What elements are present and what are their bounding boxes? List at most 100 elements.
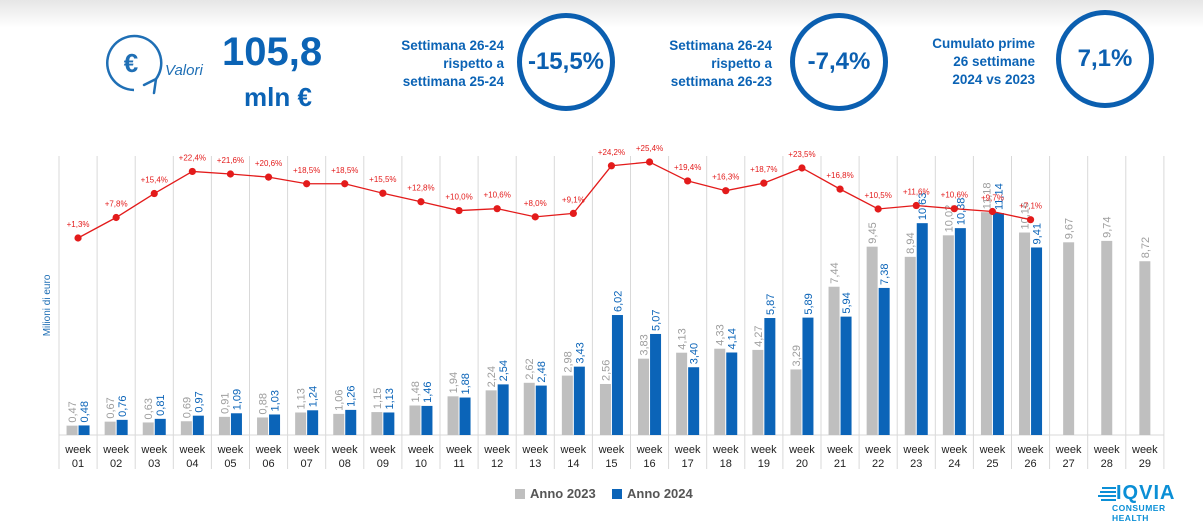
x-tick-label: week [179,444,206,456]
bar-label-2023: 7,44 [829,262,841,283]
legend-label-2024: Anno 2024 [627,486,693,501]
bar-label-2023: 2,98 [562,351,574,372]
growth-label: +12,8% [407,184,434,193]
growth-label: +15,4% [141,176,168,185]
bar-2024 [878,287,890,435]
bar-label-2023: 3,83 [639,334,651,355]
bar-2023 [333,413,345,435]
x-tick-label: 23 [910,458,922,470]
growth-label: +24,2% [598,148,625,157]
x-tick-label: 28 [1101,458,1113,470]
bar-2024 [650,333,662,435]
legend-label-2023: Anno 2023 [530,486,596,501]
bar-label-2023: 4,13 [677,328,689,349]
bar-2024 [192,415,204,435]
x-tick-label: 16 [643,458,655,470]
growth-label: +1,3% [67,220,90,229]
bar-label-2024: 3,40 [689,343,701,364]
x-tick-label: 13 [529,458,541,470]
weekly-sales-chart: Milioni di euro 0,47 0,48 week 01 0,67 0,76 wee… [42,144,1165,470]
growth-label: +19,4% [674,163,701,172]
growth-label: +23,5% [788,150,815,159]
growth-point [569,209,577,218]
bar-label-2023: 0,91 [219,392,231,413]
growth-label: +18,5% [331,166,358,175]
bar-2024 [269,414,281,435]
x-tick-label: 11 [453,458,464,470]
x-tick-label: 22 [872,458,884,470]
bar-label-2023: 0,63 [143,398,155,419]
bar-label-2024: 3,43 [574,342,586,363]
bar-label-2024: 11,14 [993,183,1005,210]
bar-label-2024: 2,48 [536,361,548,382]
growth-point [150,189,158,198]
bar-2023 [561,375,573,435]
growth-label: +18,7% [750,165,777,174]
bar-label-2023: 9,74 [1102,216,1114,237]
x-tick-label: week [979,444,1006,456]
growth-point [188,167,196,176]
growth-point [74,234,82,242]
x-tick-label: week [826,444,853,456]
bar-label-2024: 5,87 [765,294,777,315]
iqvia-stripes-icon [1098,486,1116,501]
bar-label-2023: 2,62 [524,358,536,379]
bar-2023 [866,246,878,435]
svg-text:€: € [124,48,138,78]
growth-point [607,162,616,170]
x-tick-label: week [788,444,815,456]
bar-label-2024: 2,54 [498,360,510,381]
x-tick-label: 17 [682,458,694,470]
growth-label: +22,4% [179,153,206,162]
growth-point [760,179,768,187]
bar-label-2023: 1,48 [410,381,422,402]
bar-2024 [116,419,128,435]
bar-label-2023: 1,13 [296,388,308,409]
y-axis-label: Milioni di euro [42,274,53,336]
bar-2023 [828,286,840,435]
legend-item-2024: Anno 2024 [612,486,693,501]
x-tick-label: week [674,444,701,456]
x-tick-label: 14 [567,458,579,470]
bar-2023 [599,383,611,435]
bar-label-2023: 1,06 [334,389,346,410]
bar-label-2023: 8,72 [1140,237,1152,258]
bar-2023 [714,348,726,435]
x-tick-label: week [445,444,472,456]
x-tick-label: week [483,444,510,456]
x-tick-label: 21 [834,458,846,470]
logo-subtitle: CONSUMER HEALTH [1112,503,1166,523]
x-tick-label: week [331,444,358,456]
legend-swatch-2024 [612,488,622,499]
x-tick-label: week [369,444,396,456]
x-tick-label: 09 [377,458,389,470]
bar-label-2023: 3,29 [791,345,803,366]
x-tick-label: week [750,444,777,456]
growth-label: +7,1% [1019,202,1042,211]
bar-label-2024: 1,24 [308,386,320,407]
bar-2024 [611,315,623,435]
growth-point [1026,216,1035,224]
bar-2023 [942,235,954,435]
x-tick-label: 26 [1024,458,1036,470]
growth-point [684,177,692,185]
x-tick-label: week [293,444,320,456]
growth-label: +10,0% [445,193,472,202]
bar-2024 [230,413,242,435]
kpi-weekly-change-label: Settimana 26-24 rispetto a settimana 25-… [401,38,504,89]
bar-2023 [180,421,192,435]
bar-label-2023: 4,33 [715,324,727,345]
kpi-yoy-week-circle: -7,4% [790,13,888,111]
growth-label: +20,6% [255,159,282,168]
bar-2024 [497,384,509,435]
bar-label-2024: 5,94 [841,292,853,313]
bar-2024 [954,228,966,435]
growth-point [303,180,311,188]
bar-2024 [688,367,700,435]
kpi-yoy-week-label: Settimana 26-24 rispetto a settimana 26-… [669,38,772,89]
bar-2023 [1101,240,1113,435]
bar-2023 [485,390,497,435]
kpi-weekly-change-circle: -15,5% [517,13,615,111]
x-tick-label: week [140,444,167,456]
legend-item-2023: Anno 2023 [515,486,596,501]
